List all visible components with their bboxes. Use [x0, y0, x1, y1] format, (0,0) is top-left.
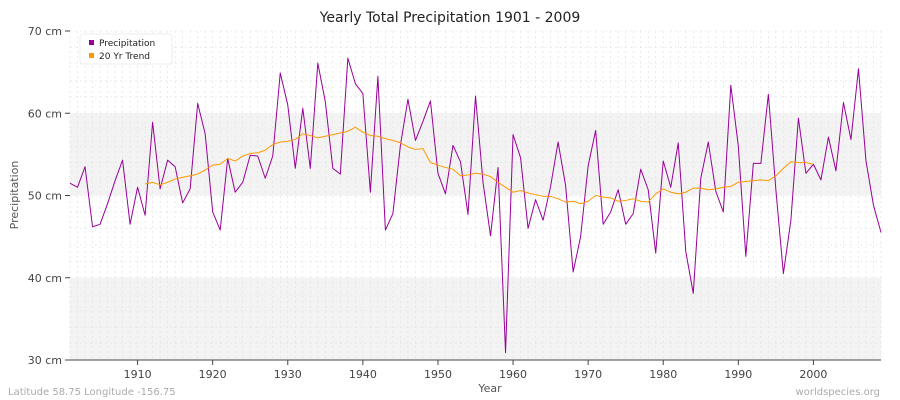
chart-title: Yearly Total Precipitation 1901 - 2009	[319, 10, 581, 26]
x-tick-label: 1940	[349, 368, 377, 381]
y-tick-label: 30 cm	[28, 354, 62, 367]
y-tick-label: 40 cm	[28, 272, 62, 285]
y-axis-ticks: 30 cm 40 cm 50 cm 60 cm 70 cm	[28, 25, 70, 367]
source-caption: worldspecies.org	[796, 387, 880, 398]
x-axis-ticks: 1910 1920 1930 1940 1950 1960 1970 1980 1990 2000	[124, 360, 827, 381]
x-tick-label: 1990	[724, 368, 752, 381]
series-line-precipitation	[69, 57, 882, 354]
plot-band	[70, 113, 881, 196]
legend-box	[79, 33, 173, 65]
x-tick-label: 1910	[124, 368, 152, 381]
x-tick-label: 2000	[799, 368, 827, 381]
legend-swatch-precipitation	[89, 40, 94, 45]
y-axis-label: Precipitation	[8, 161, 21, 230]
x-tick-label: 1930	[274, 368, 302, 381]
x-tick-label: 1980	[649, 368, 677, 381]
series-layer	[69, 57, 882, 354]
x-tick-label: 1920	[199, 368, 227, 381]
x-tick-label: 1960	[499, 368, 527, 381]
y-tick-label: 50 cm	[28, 190, 62, 203]
grid-lines	[69, 30, 882, 361]
y-tick-label: 70 cm	[28, 25, 62, 38]
location-caption: Latitude 58.75 Longitude -156.75	[8, 387, 176, 398]
legend-label-trend: 20 Yr Trend	[99, 52, 150, 62]
legend-swatch-trend	[89, 53, 94, 58]
x-tick-label: 1950	[424, 368, 452, 381]
series-line-trend	[144, 126, 814, 205]
y-tick-label: 60 cm	[28, 107, 62, 120]
legend-label-precipitation: Precipitation	[99, 39, 155, 49]
x-axis-label: Year	[477, 382, 502, 395]
legend: Precipitation 20 Yr Trend	[79, 33, 173, 65]
x-tick-label: 1970	[574, 368, 602, 381]
